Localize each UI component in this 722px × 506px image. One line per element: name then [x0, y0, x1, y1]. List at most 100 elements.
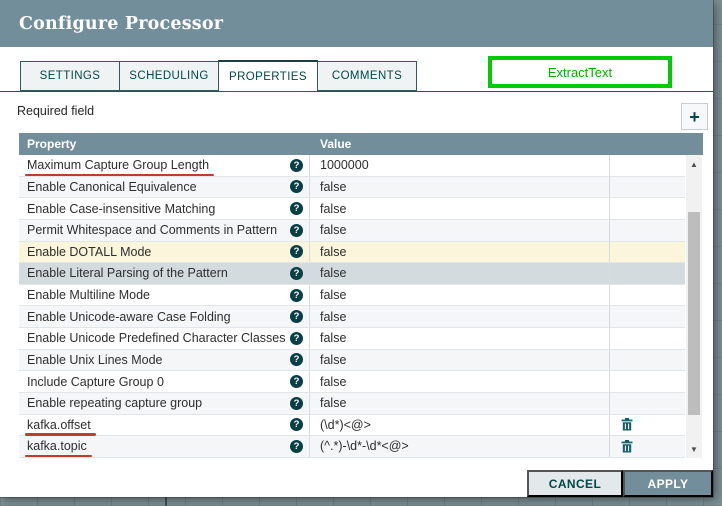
delete-cell: [610, 415, 685, 436]
delete-property-icon[interactable]: [621, 418, 633, 431]
property-value-cell[interactable]: false: [310, 219, 610, 241]
property-name-cell: Enable Case-insensitive Matching?: [19, 198, 310, 219]
property-row[interactable]: Include Capture Group 0? false: [19, 371, 685, 393]
tab-properties[interactable]: PROPERTIES: [218, 60, 318, 92]
column-header-property: Property: [27, 137, 77, 151]
apply-button[interactable]: APPLY: [623, 470, 713, 497]
help-icon[interactable]: ?: [290, 310, 303, 324]
property-row[interactable]: Enable Case-insensitive Matching? false: [19, 198, 685, 220]
tab-comments[interactable]: COMMENTS: [317, 61, 417, 91]
property-name-cell: Enable Canonical Equivalence?: [19, 176, 310, 198]
property-name-cell: Enable Unicode-aware Case Folding?: [19, 306, 310, 327]
property-row[interactable]: Enable Literal Parsing of the Pattern? fa…: [19, 263, 685, 285]
property-name: Enable repeating capture group: [27, 396, 203, 411]
help-icon[interactable]: ?: [290, 353, 303, 367]
property-row[interactable]: kafka.offset? (\d*)<@>: [19, 414, 685, 437]
property-row[interactable]: Enable repeating capture group? false: [19, 392, 685, 415]
tab-label: PROPERTIES: [229, 70, 307, 83]
delete-property-icon[interactable]: [621, 439, 633, 453]
property-name: Enable Unicode-aware Case Folding: [27, 309, 231, 324]
property-value-cell[interactable]: false: [310, 349, 610, 371]
property-value-cell[interactable]: false: [310, 241, 610, 263]
property-value-cell[interactable]: false: [310, 284, 610, 306]
property-name: Enable Canonical Equivalence: [27, 179, 197, 194]
property-name-cell: Enable Multiline Mode?: [19, 284, 310, 306]
canvas-grid-line: [165, 496, 167, 506]
property-name-cell: kafka.offset?: [19, 414, 310, 436]
property-row[interactable]: Enable Unicode Predefined Character Clas…: [19, 328, 685, 350]
property-row[interactable]: Maximum Capture Group Length? 1000000: [19, 155, 685, 177]
property-name-cell: Enable Unicode Predefined Character Clas…: [19, 328, 310, 349]
help-icon[interactable]: ?: [290, 439, 303, 453]
property-value-cell[interactable]: (^.*)-\d*-\d*<@>: [310, 436, 610, 457]
property-row[interactable]: Enable Unix Lines Mode? false: [19, 349, 685, 372]
property-name-cell: Enable DOTALL Mode?: [19, 241, 310, 263]
tab-scheduling[interactable]: SCHEDULING: [119, 61, 219, 91]
tab-bar: SETTINGS SCHEDULING PROPERTIES COMMENTS: [0, 60, 713, 92]
tab-settings[interactable]: SETTINGS: [20, 61, 120, 91]
property-row[interactable]: Enable DOTALL Mode? false: [19, 241, 685, 264]
column-header-value: Value: [320, 137, 352, 151]
property-value-cell[interactable]: false: [310, 263, 610, 284]
configure-processor-dialog: Configure Processor SETTINGS SCHEDULING …: [0, 0, 713, 497]
property-row[interactable]: kafka.topic? (^.*)-\d*-\d*<@>: [19, 436, 685, 458]
help-icon[interactable]: ?: [290, 418, 303, 432]
properties-table: Property Value Maximum Capture Group Len…: [19, 133, 703, 458]
property-name: Permit Whitespace and Comments in Patter…: [27, 223, 278, 238]
property-name: Enable Unix Lines Mode: [27, 352, 163, 367]
property-value-cell[interactable]: false: [310, 198, 610, 219]
help-icon[interactable]: ?: [290, 223, 303, 237]
dialog-titlebar: Configure Processor: [0, 0, 713, 47]
scrollbar-thumb[interactable]: [688, 212, 700, 415]
dialog-title: Configure Processor: [19, 13, 224, 34]
delete-cell: [610, 371, 685, 392]
property-value-cell[interactable]: false: [310, 371, 610, 392]
scroll-down-icon[interactable]: ▼: [690, 444, 698, 454]
property-row[interactable]: Enable Canonical Equivalence? false: [19, 176, 685, 199]
property-name: Enable Literal Parsing of the Pattern: [27, 266, 228, 281]
property-name: Enable DOTALL Mode: [27, 244, 152, 259]
help-icon[interactable]: ?: [290, 245, 303, 259]
delete-cell: [610, 285, 685, 306]
property-name: Enable Unicode Predefined Character Clas…: [27, 331, 286, 346]
property-name: Maximum Capture Group Length: [24, 158, 215, 177]
help-icon[interactable]: ?: [290, 396, 303, 410]
property-value-cell[interactable]: (\d*)<@>: [310, 414, 610, 436]
property-value-cell[interactable]: 1000000: [310, 155, 610, 176]
annotation-processor-type-box: ExtractText: [488, 56, 672, 88]
help-icon[interactable]: ?: [290, 375, 303, 389]
help-icon[interactable]: ?: [290, 266, 303, 280]
help-icon[interactable]: ?: [290, 331, 303, 345]
cancel-button[interactable]: CANCEL: [527, 470, 623, 497]
property-name-cell: kafka.topic?: [19, 436, 310, 458]
property-row[interactable]: Enable Unicode-aware Case Folding? false: [19, 306, 685, 328]
tab-label: SETTINGS: [39, 70, 101, 82]
delete-cell: [610, 306, 685, 327]
property-row[interactable]: Permit Whitespace and Comments in Patter…: [19, 219, 685, 242]
property-value-cell[interactable]: false: [310, 392, 610, 414]
property-name-cell: Enable Literal Parsing of the Pattern?: [19, 263, 310, 284]
help-icon[interactable]: ?: [290, 158, 303, 172]
property-value-cell[interactable]: false: [310, 306, 610, 327]
help-icon[interactable]: ?: [290, 180, 303, 194]
property-row[interactable]: Enable Multiline Mode? false: [19, 284, 685, 307]
delete-cell: [610, 242, 685, 263]
delete-cell: [610, 198, 685, 219]
required-field-label: Required field: [17, 104, 95, 118]
tab-label: SCHEDULING: [129, 70, 209, 82]
vertical-scrollbar[interactable]: ▲ ▼: [686, 155, 702, 458]
help-icon[interactable]: ?: [290, 202, 303, 216]
add-property-button[interactable]: +: [681, 103, 708, 130]
delete-cell: [610, 350, 685, 371]
property-value-cell[interactable]: false: [310, 176, 610, 198]
property-rows: Maximum Capture Group Length? 1000000 Enab…: [19, 155, 685, 458]
help-icon[interactable]: ?: [290, 288, 303, 302]
scroll-up-icon[interactable]: ▲: [690, 159, 698, 169]
property-name-cell: Permit Whitespace and Comments in Patter…: [19, 219, 310, 241]
delete-cell: [610, 393, 685, 414]
property-name: kafka.topic: [25, 439, 92, 458]
property-name: kafka.offset: [25, 417, 96, 436]
property-name: Enable Case-insensitive Matching: [27, 201, 216, 216]
property-value-cell[interactable]: false: [310, 328, 610, 349]
